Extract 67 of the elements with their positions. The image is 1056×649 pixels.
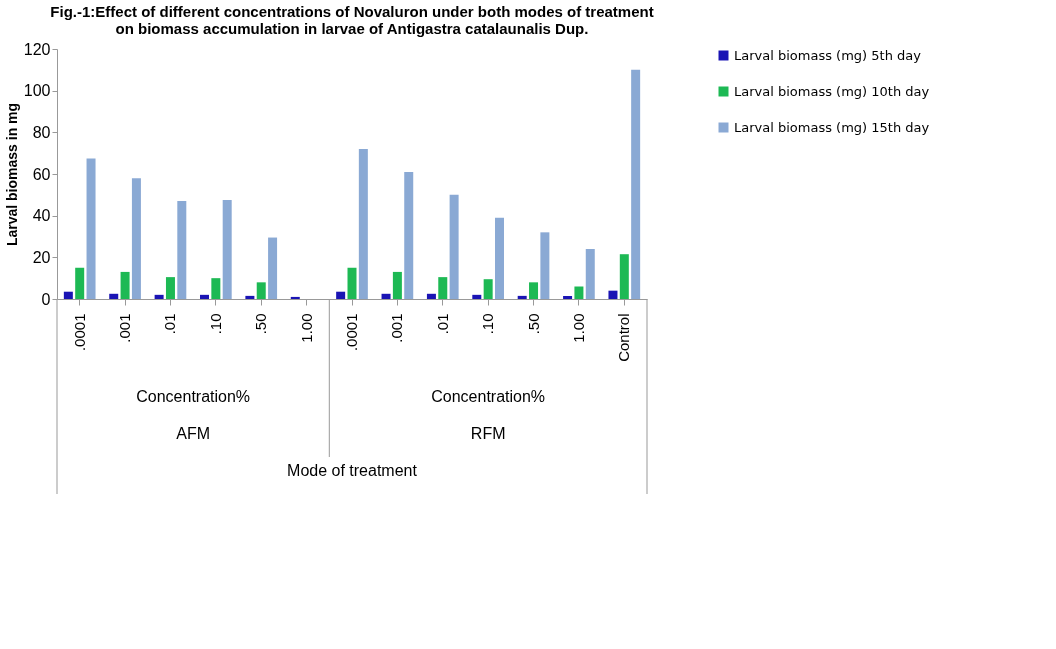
text: AFM [176, 425, 211, 442]
x-tick-label: .01 [433, 313, 451, 335]
bar [63, 291, 73, 299]
y-tick-label: 0 [41, 290, 51, 308]
bar [120, 271, 130, 299]
bar [336, 291, 346, 299]
text: Concentration% [136, 388, 251, 405]
x-tick-label: .001 [388, 313, 406, 343]
x-tick-label: .10 [206, 313, 224, 335]
bar [347, 267, 357, 299]
bar [483, 279, 493, 299]
bar [165, 277, 175, 299]
bar [574, 286, 584, 299]
bar [472, 294, 482, 299]
bar [608, 290, 618, 299]
bar [75, 267, 85, 299]
bar [381, 293, 391, 299]
bar [585, 249, 595, 299]
bar [131, 178, 141, 299]
bar [495, 217, 504, 299]
bar [245, 295, 255, 299]
text: Concentration% [431, 388, 546, 405]
bar [392, 271, 402, 299]
y-axis-title: Larval biomass in mg [3, 102, 20, 247]
bar [268, 237, 278, 299]
bar [86, 158, 96, 299]
bar [438, 277, 448, 299]
x-tick-label: Control [615, 313, 633, 362]
y-tick-label: 120 [23, 40, 51, 58]
x-tick-label: .001 [116, 313, 134, 343]
y-tick-label: 80 [32, 123, 51, 141]
y-tick-label: 20 [32, 248, 51, 266]
bar [177, 201, 187, 299]
y-tick-label: 100 [23, 82, 51, 100]
bar [426, 293, 436, 299]
bar [109, 293, 119, 299]
text: RFM [470, 425, 506, 442]
text: Mode of treatment [287, 462, 418, 479]
x-tick-label: .0001 [70, 313, 88, 352]
bar [540, 232, 550, 299]
bar [631, 69, 641, 299]
bar [256, 282, 266, 299]
bar [290, 296, 300, 299]
bar [517, 295, 527, 299]
y-tick-label: 60 [32, 165, 51, 183]
x-tick-label: .0001 [343, 313, 360, 352]
bar [619, 254, 629, 299]
bar [222, 200, 232, 299]
bar [449, 194, 459, 299]
x-tick-label: .50 [252, 313, 270, 335]
bar [529, 282, 539, 299]
y-tick-label: 40 [32, 207, 51, 225]
x-tick-label: .01 [161, 313, 179, 335]
x-tick-label: .10 [479, 313, 497, 335]
x-tick-label: .50 [524, 313, 542, 335]
x-tick-label: 1.00 [297, 313, 315, 343]
bar [200, 294, 209, 299]
bar [563, 295, 573, 299]
legend-label: Larval biomass (mg) 10th day [734, 83, 930, 99]
bar [358, 149, 368, 299]
x-tick-label: 1.00 [569, 313, 587, 343]
bar [211, 278, 221, 299]
bar [404, 171, 414, 299]
chart-title: Fig.-1:Effect of different concentrations of Novaluron under both modes of treatment on biomass accumulation in larvae of Antigastra catalaunalis Dup. [50, 3, 654, 37]
legend-label: Larval biomass (mg) 15th day [734, 119, 930, 135]
bar [154, 294, 164, 299]
legend-label: Larval biomass (mg) 5th day [734, 47, 922, 63]
